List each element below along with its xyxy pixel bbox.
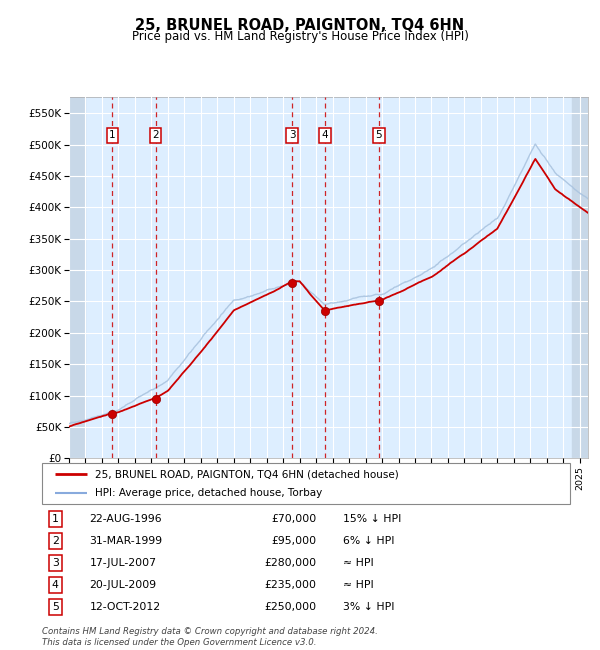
Text: 3: 3 <box>289 130 295 140</box>
Text: £95,000: £95,000 <box>271 536 317 546</box>
Text: 3: 3 <box>52 558 59 568</box>
Text: 31-MAR-1999: 31-MAR-1999 <box>89 536 163 546</box>
Text: HPI: Average price, detached house, Torbay: HPI: Average price, detached house, Torb… <box>95 488 322 498</box>
Text: 2: 2 <box>152 130 159 140</box>
Text: 3% ↓ HPI: 3% ↓ HPI <box>343 602 394 612</box>
Text: 4: 4 <box>322 130 328 140</box>
Text: £280,000: £280,000 <box>265 558 317 568</box>
Text: 22-AUG-1996: 22-AUG-1996 <box>89 514 162 524</box>
Text: 15% ↓ HPI: 15% ↓ HPI <box>343 514 401 524</box>
Bar <box>69 98 85 458</box>
FancyBboxPatch shape <box>42 463 570 504</box>
Text: 1: 1 <box>109 130 116 140</box>
Text: 6% ↓ HPI: 6% ↓ HPI <box>343 536 394 546</box>
Text: 5: 5 <box>375 130 382 140</box>
Text: £250,000: £250,000 <box>265 602 317 612</box>
Text: 4: 4 <box>52 580 59 590</box>
Text: 2: 2 <box>52 536 59 546</box>
Text: ≈ HPI: ≈ HPI <box>343 558 374 568</box>
Text: Price paid vs. HM Land Registry's House Price Index (HPI): Price paid vs. HM Land Registry's House … <box>131 30 469 43</box>
Text: 20-JUL-2009: 20-JUL-2009 <box>89 580 157 590</box>
Text: 17-JUL-2007: 17-JUL-2007 <box>89 558 157 568</box>
Bar <box>572 98 588 458</box>
Text: 1: 1 <box>52 514 59 524</box>
Text: ≈ HPI: ≈ HPI <box>343 580 374 590</box>
Text: 25, BRUNEL ROAD, PAIGNTON, TQ4 6HN (detached house): 25, BRUNEL ROAD, PAIGNTON, TQ4 6HN (deta… <box>95 469 398 479</box>
Text: 5: 5 <box>52 602 59 612</box>
Text: Contains HM Land Registry data © Crown copyright and database right 2024.
This d: Contains HM Land Registry data © Crown c… <box>42 627 378 647</box>
Text: 12-OCT-2012: 12-OCT-2012 <box>89 602 161 612</box>
Text: 25, BRUNEL ROAD, PAIGNTON, TQ4 6HN: 25, BRUNEL ROAD, PAIGNTON, TQ4 6HN <box>136 18 464 32</box>
Text: £235,000: £235,000 <box>265 580 317 590</box>
Text: £70,000: £70,000 <box>271 514 317 524</box>
